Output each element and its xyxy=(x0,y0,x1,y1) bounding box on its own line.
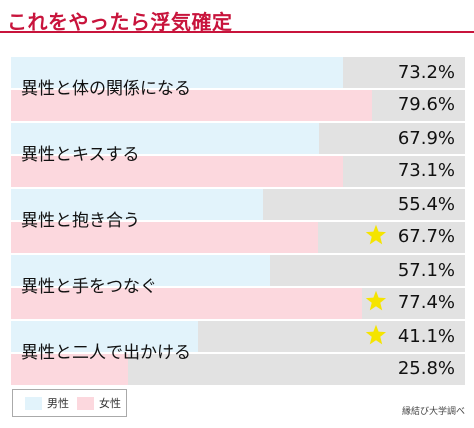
bar-divider xyxy=(11,352,465,354)
bar-male xyxy=(11,123,320,155)
bar-female xyxy=(11,221,319,253)
category-label: 異性とキスする xyxy=(21,145,140,165)
data-label-female: 73.1% xyxy=(397,160,455,181)
source-note: 縁結び大学調べ xyxy=(401,407,465,417)
bar-track-female xyxy=(11,353,465,385)
category-label: 異性と二人で出かける xyxy=(21,343,191,363)
bar-female xyxy=(11,287,363,319)
bar-male xyxy=(11,255,271,287)
star-icon xyxy=(365,324,386,345)
category-label: 異性と抱き合う xyxy=(21,211,140,231)
data-label-male: 55.4% xyxy=(397,194,455,215)
bar-group: 異性と二人で出かける 41.1% 25.8% xyxy=(11,321,465,385)
data-label-male: 57.1% xyxy=(397,260,455,281)
legend-label-male: 男性 xyxy=(47,397,69,410)
bar-track-female xyxy=(11,287,465,319)
data-label-male: 73.2% xyxy=(397,62,455,83)
chart-title: これをやったら浮気確定 xyxy=(7,10,233,34)
legend-swatch-male xyxy=(25,397,42,410)
bar-group: 異性と体の関係になる 73.2% 79.6% xyxy=(11,57,465,121)
legend: 男性 女性 xyxy=(12,389,127,417)
data-label-female: 79.6% xyxy=(397,94,455,115)
data-label-female: 67.7% xyxy=(397,226,455,247)
data-label-female: 25.8% xyxy=(397,358,455,379)
legend-swatch-female xyxy=(77,397,94,410)
legend-label-female: 女性 xyxy=(99,397,121,410)
data-label-male: 41.1% xyxy=(397,326,455,347)
bar-track-male xyxy=(11,321,465,353)
bar-female xyxy=(11,89,373,121)
bar-male xyxy=(11,189,263,221)
bar-track-male xyxy=(11,255,465,287)
bar-divider xyxy=(11,220,465,222)
bar-female xyxy=(11,155,343,187)
bar-track-female xyxy=(11,221,465,253)
data-label-female: 77.4% xyxy=(397,292,455,313)
data-label-male: 67.9% xyxy=(397,128,455,149)
bar-female xyxy=(11,353,129,385)
star-shape xyxy=(365,324,386,345)
bar-divider xyxy=(11,154,465,156)
star-icon xyxy=(365,224,386,245)
star-shape xyxy=(365,224,386,245)
title-underline xyxy=(0,31,474,33)
star-shape xyxy=(365,290,386,311)
category-label: 異性と手をつなぐ xyxy=(21,277,157,297)
bar-track-female xyxy=(11,155,465,187)
star-icon xyxy=(365,290,386,311)
bar-male xyxy=(11,57,344,89)
bar-divider xyxy=(11,88,465,90)
bar-track-female xyxy=(11,89,465,121)
bar-group: 異性とキスする 67.9% 73.1% xyxy=(11,123,465,187)
bar-divider xyxy=(11,286,465,288)
bar-male xyxy=(11,321,198,353)
bar-track-male xyxy=(11,189,465,221)
bar-group: 異性と手をつなぐ 57.1% 77.4% xyxy=(11,255,465,319)
bar-group: 異性と抱き合う 55.4% 67.7% xyxy=(11,189,465,253)
category-label: 異性と体の関係になる xyxy=(21,79,191,99)
bar-track-male xyxy=(11,123,465,155)
bar-track-male xyxy=(11,57,465,89)
